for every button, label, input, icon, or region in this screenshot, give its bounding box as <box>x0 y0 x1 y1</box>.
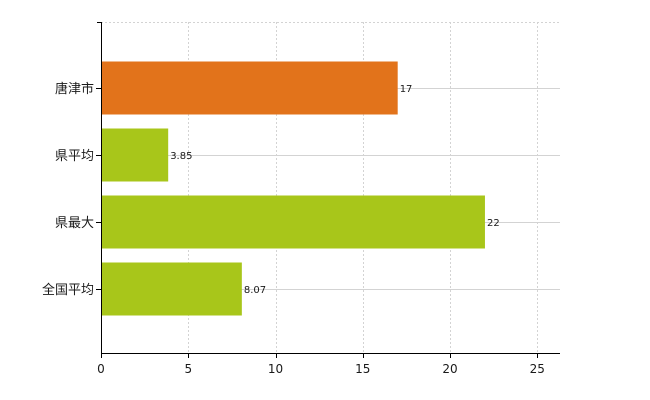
bar-3 <box>101 262 242 316</box>
bars <box>101 61 485 316</box>
data-label-3: 8.07 <box>244 285 266 296</box>
x-tick-label-4: 20 <box>442 362 457 376</box>
data-label-1: 3.85 <box>170 151 192 162</box>
category-label-2: 県最大 <box>55 216 94 231</box>
bar-2 <box>101 195 485 249</box>
category-label-0: 唐津市 <box>55 81 94 97</box>
category-label-1: 県平均 <box>55 149 94 164</box>
x-tick-label-3: 15 <box>355 362 370 376</box>
data-label-2: 22 <box>487 218 500 229</box>
data-label-0: 17 <box>400 84 413 95</box>
x-tick-label-0: 0 <box>97 362 105 376</box>
bar-0 <box>101 61 398 115</box>
x-tick-label-2: 10 <box>268 362 283 376</box>
bar-1 <box>101 128 169 182</box>
x-tick-label-5: 25 <box>530 362 545 376</box>
x-tick-label-1: 5 <box>184 362 192 376</box>
category-label-3: 全国平均 <box>42 282 94 298</box>
axes <box>96 22 560 358</box>
